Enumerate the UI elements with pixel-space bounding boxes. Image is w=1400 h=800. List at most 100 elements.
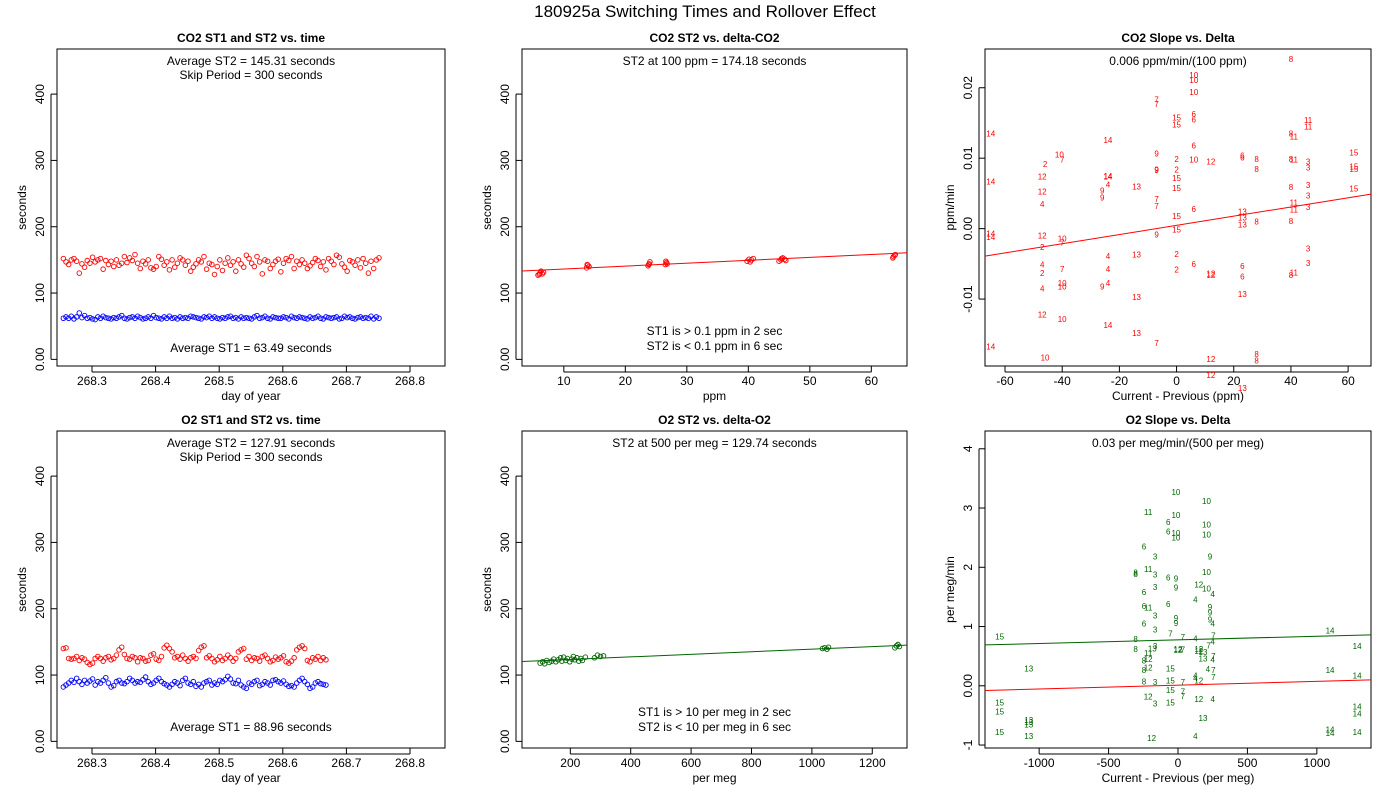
data-point-label: 14 — [1353, 710, 1362, 719]
data-point-label: 10 — [1202, 497, 1211, 506]
data-point — [164, 259, 170, 265]
data-point — [217, 653, 223, 660]
data-point — [227, 676, 234, 682]
data-point — [539, 271, 546, 277]
x-tick-label: 268.8 — [395, 756, 425, 770]
data-point — [243, 252, 250, 258]
x-tick-label: 500 — [1237, 756, 1257, 770]
data-point-label: 11 — [1290, 156, 1299, 165]
data-point-label: 14 — [1103, 173, 1112, 182]
data-point-label: 8 — [1289, 55, 1294, 64]
data-point — [291, 265, 297, 272]
data-point — [185, 658, 191, 664]
data-point — [278, 269, 284, 275]
data-point — [663, 258, 669, 264]
data-point — [103, 655, 109, 661]
data-point — [145, 314, 151, 320]
data-point — [582, 654, 589, 660]
data-point — [134, 678, 141, 685]
data-point — [134, 659, 141, 665]
data-point — [158, 653, 165, 660]
data-point-label: 13 — [1024, 665, 1033, 674]
data-point — [309, 315, 316, 322]
data-point-label: 15 — [1172, 184, 1181, 193]
data-point — [121, 315, 128, 322]
data-point — [145, 257, 151, 263]
y-tick-label: 0.00 — [961, 674, 975, 698]
plot-frame — [56, 48, 446, 367]
data-point-label: 9 — [1174, 575, 1179, 584]
fit-line — [984, 634, 1372, 646]
data-point — [142, 674, 149, 680]
data-point-label: 8 — [1289, 217, 1294, 226]
data-point — [111, 682, 117, 689]
data-point — [225, 255, 231, 261]
data-point — [214, 681, 220, 688]
data-point — [137, 655, 144, 661]
data-point — [187, 313, 194, 320]
data-point — [331, 261, 337, 268]
data-point-label: 10 — [1189, 76, 1198, 85]
data-point — [309, 655, 316, 661]
data-point — [280, 260, 287, 266]
data-point — [166, 267, 173, 273]
data-point-label: 12 — [1147, 734, 1156, 743]
y-tick-label: -0.01 — [961, 285, 975, 313]
data-point — [68, 257, 75, 263]
data-point — [201, 680, 207, 686]
annotation: ST2 at 500 per meg = 129.74 seconds — [612, 436, 816, 450]
data-point — [113, 678, 120, 685]
y-tick-label: 100 — [33, 283, 47, 303]
data-point — [341, 313, 348, 320]
data-point — [376, 255, 382, 261]
data-point — [105, 315, 112, 322]
data-point-label: 8 — [1133, 570, 1138, 579]
data-point-label: 4 — [1210, 590, 1215, 599]
data-point-label: 15 — [1166, 686, 1175, 695]
data-point — [142, 261, 149, 267]
data-point-label: 3 — [1306, 244, 1311, 253]
data-point-label: 12 — [1206, 158, 1215, 167]
chart-title: CO2 ST2 vs. delta-CO2 — [649, 31, 779, 45]
data-point — [124, 678, 130, 685]
y-tick-label: 200 — [33, 598, 47, 618]
fit-line — [521, 644, 908, 663]
data-point — [288, 253, 295, 260]
x-tick-label: 268.6 — [268, 374, 298, 388]
data-point-label: 15 — [1166, 676, 1175, 685]
x-tick-label: 268.5 — [204, 374, 234, 388]
data-point — [201, 643, 207, 649]
data-point — [63, 645, 69, 651]
x-axis-label: day of year — [221, 771, 280, 785]
data-point-label: 14 — [986, 177, 995, 186]
x-axis-label: per meg — [692, 771, 736, 785]
data-point — [896, 643, 903, 650]
data-point — [190, 264, 197, 270]
data-point-label: 10 — [1058, 279, 1067, 288]
data-point — [230, 680, 236, 686]
data-point — [540, 269, 547, 276]
data-point-label: 15 — [1349, 165, 1358, 174]
data-point — [323, 657, 329, 663]
data-point — [219, 314, 226, 321]
data-point — [246, 680, 252, 686]
data-point-label: 6 — [1240, 262, 1245, 271]
data-point — [270, 261, 276, 268]
data-point — [113, 315, 120, 322]
data-point — [778, 255, 785, 262]
data-point — [169, 315, 175, 322]
y-tick-label: 200 — [498, 216, 512, 236]
data-point — [89, 254, 96, 260]
data-point — [217, 257, 223, 263]
data-point-label: 14 — [1353, 703, 1362, 712]
data-point-label: 9 — [1208, 603, 1213, 612]
x-tick-label: 40 — [742, 374, 756, 388]
data-point — [557, 655, 564, 661]
data-point-label: 10 — [1171, 534, 1180, 543]
x-tick-label: 268.5 — [204, 756, 234, 770]
data-point — [373, 314, 380, 320]
data-point — [355, 257, 361, 263]
data-point-label: 3 — [1153, 700, 1158, 709]
data-point — [254, 677, 260, 684]
data-point — [95, 678, 101, 685]
